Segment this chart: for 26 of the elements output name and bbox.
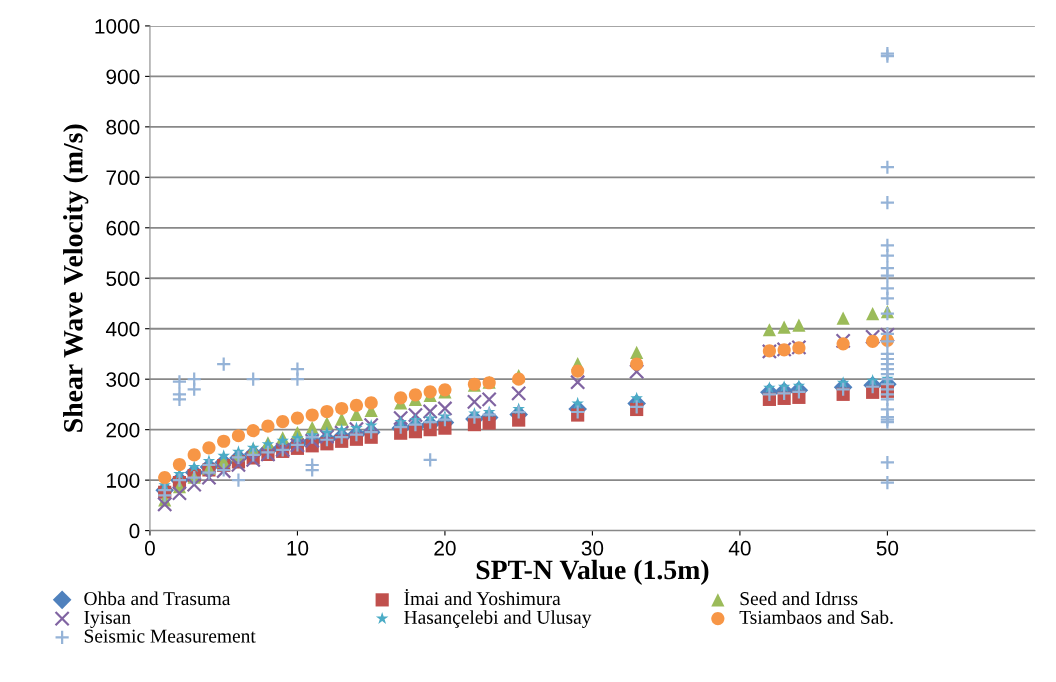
x-tick-label: 30 [581, 540, 604, 556]
y-axis-title: Shear Wave Velocity (m/s) [63, 124, 89, 432]
y-tick-label: 700 [106, 170, 140, 186]
x-tick-label: 0 [144, 540, 155, 556]
legend-label: Seed and Idrıss [740, 591, 858, 606]
y-tick-label: 1000 [95, 18, 140, 34]
legend-label: İmai and Yoshimura [404, 588, 561, 606]
legend-label: Seismic Measurement [84, 629, 256, 643]
x-tick-label: 50 [876, 540, 899, 556]
y-tick-label: 100 [107, 473, 140, 488]
y-tick-label: 400 [105, 321, 140, 337]
legend-label: Tsiambaos and Sab. [739, 610, 893, 624]
x-tick-label: 20 [434, 540, 456, 556]
y-tick-label: 600 [106, 220, 140, 236]
x-tick-label: 10 [287, 540, 309, 556]
y-tick-label: 500 [106, 271, 140, 287]
x-axis-title: SPT-N Value (1.5m) [476, 559, 709, 585]
y-tick-label: 200 [106, 422, 140, 438]
x-tick-label: 40 [728, 540, 751, 556]
y-tick-label: 0 [129, 523, 140, 539]
y-tick-label: 800 [106, 119, 140, 135]
legend-label: Hasançelebi and Ulusay [404, 610, 592, 628]
y-tick-label: 300 [106, 372, 140, 387]
y-tick-label: 900 [106, 69, 140, 85]
legend-label: Ohba and Trasuma [84, 591, 231, 606]
legend-label: Iyisan [84, 610, 131, 628]
